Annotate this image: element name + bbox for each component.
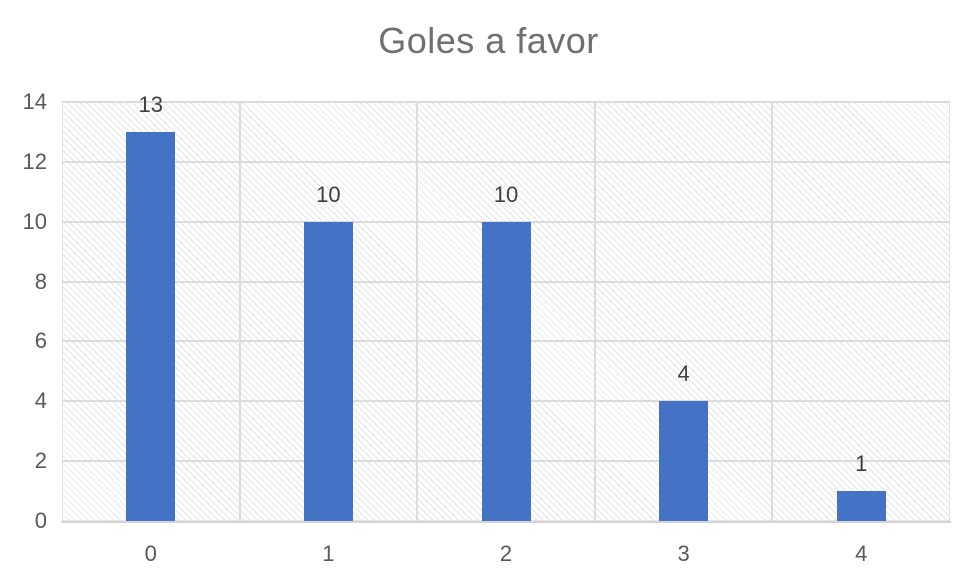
- x-tick-label: 4: [855, 541, 868, 566]
- bar-data-label: 13: [138, 91, 164, 117]
- bar-data-label: 10: [316, 181, 341, 207]
- y-tick-label: 4: [34, 388, 47, 414]
- x-axis-line: [61, 521, 951, 523]
- y-tick-label: 14: [22, 89, 47, 114]
- gridline-horizontal: [62, 160, 950, 163]
- chart-title: Goles a favor: [378, 20, 599, 61]
- plot-area: 13 10 10 4 1: [62, 92, 950, 521]
- gridline-vertical: [771, 102, 774, 521]
- x-tick-label: 2: [499, 541, 513, 566]
- gridline-vertical: [238, 102, 241, 521]
- y-tick-label: 2: [34, 448, 47, 474]
- gridline-horizontal: [62, 101, 950, 103]
- bar: [303, 221, 353, 521]
- bar-data-label: 4: [677, 361, 690, 387]
- y-tick-label: 10: [22, 208, 47, 234]
- bar-data-label: 1: [855, 451, 868, 477]
- bar: [126, 131, 176, 521]
- y-tick-label: 8: [34, 268, 47, 294]
- bar: [836, 491, 886, 521]
- x-tick-label: 0: [144, 541, 157, 566]
- bar-data-label: 10: [493, 181, 519, 207]
- bar: [481, 221, 531, 521]
- x-tick-label: 3: [677, 541, 690, 566]
- y-tick-label: 6: [34, 328, 47, 354]
- y-tick-label: 12: [22, 148, 47, 174]
- bar: [659, 401, 709, 521]
- x-tick-label: 1: [322, 541, 335, 566]
- gridline-vertical: [593, 102, 596, 521]
- y-tick-label: 0: [34, 508, 47, 533]
- gridline-vertical: [416, 102, 419, 521]
